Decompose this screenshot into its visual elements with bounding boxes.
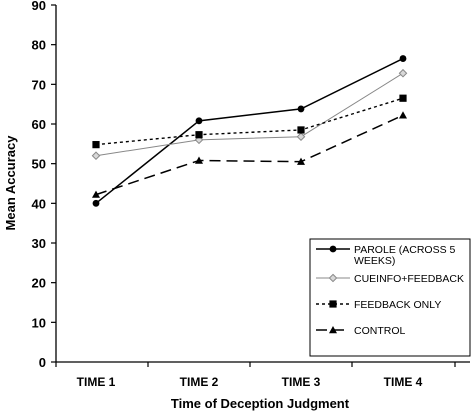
y-tick-label: 70 [32, 77, 46, 92]
data-point [399, 94, 407, 102]
y-tick-label: 80 [32, 38, 46, 53]
legend-label: PAROLE (ACROSS 5 [354, 244, 455, 256]
y-tick-label: 10 [32, 315, 46, 330]
series-4 [92, 111, 407, 198]
x-axis: TIME 1 TIME 2 TIME 3 TIME 4 [55, 361, 470, 389]
data-point [399, 55, 407, 62]
data-point [195, 156, 203, 164]
legend-item: FEEDBACK ONLY [316, 299, 441, 311]
y-tick-label: 0 [39, 355, 46, 370]
y-tick-label: 30 [32, 236, 46, 251]
series-line [95, 97, 404, 146]
y-tick-label: 90 [32, 0, 46, 13]
data-point [92, 141, 100, 149]
x-tick-label: TIME 1 [77, 375, 116, 389]
data-point [296, 132, 306, 142]
x-axis-title: Time of Deception Judgment [171, 396, 350, 411]
y-tick-label: 60 [32, 117, 46, 132]
legend-marker [328, 273, 338, 283]
y-tick-label: 50 [32, 157, 46, 172]
legend-label: WEEKS) [354, 255, 395, 267]
series-line [95, 57, 404, 204]
series-group [91, 55, 408, 207]
series-2 [91, 68, 408, 161]
data-point [195, 117, 203, 125]
data-point [297, 105, 305, 113]
data-point [195, 131, 203, 139]
series-3 [92, 94, 407, 149]
legend-label: CUEINFO+FEEDBACK [354, 273, 464, 285]
x-tick-label: TIME 4 [384, 375, 423, 389]
legend-box [309, 238, 471, 357]
legend-label: CONTROL [354, 325, 405, 337]
y-tick-label: 40 [32, 196, 46, 211]
legend-marker [329, 245, 337, 253]
y-tick-label: 20 [32, 276, 46, 291]
legend-marker [329, 300, 337, 308]
data-point [91, 151, 101, 161]
legend-label: FEEDBACK ONLY [354, 299, 441, 311]
series-1 [92, 55, 407, 207]
series-line [95, 72, 404, 157]
data-point [297, 157, 305, 165]
x-tick-label: TIME 2 [180, 375, 219, 389]
legend-marker [329, 326, 337, 334]
data-point [399, 111, 407, 119]
y-axis-title: Mean Accuracy [3, 135, 18, 231]
y-axis: 0 10 20 30 40 50 60 70 80 90 [32, 0, 57, 370]
legend-item: CUEINFO+FEEDBACK [316, 273, 464, 285]
data-point [297, 126, 305, 134]
data-point [398, 68, 408, 78]
legend-item: CONTROL [316, 325, 405, 337]
data-point [92, 190, 100, 198]
series-line [95, 114, 404, 196]
x-tick-label: TIME 3 [282, 375, 321, 389]
data-point [92, 199, 100, 207]
